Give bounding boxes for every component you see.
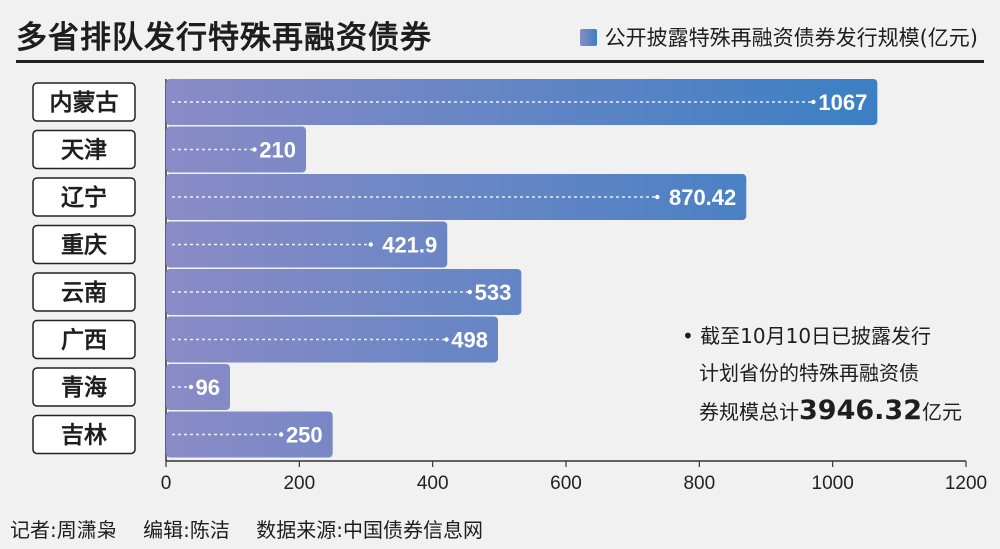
legend: 公开披露特殊再融资债券发行规模(亿元) xyxy=(579,22,978,52)
x-tick-label: 800 xyxy=(683,473,715,494)
value-label: 96 xyxy=(196,375,220,400)
x-tick-label: 600 xyxy=(550,473,582,494)
note-total: 3946.32 xyxy=(799,395,922,426)
category-label: 天津 xyxy=(61,137,107,164)
value-label: 421.9 xyxy=(382,233,437,258)
value-label: 250 xyxy=(286,423,323,448)
leader-dot xyxy=(188,384,194,390)
category-label-box xyxy=(32,319,136,360)
credit-source: 数据来源:中国债券信息网 xyxy=(256,518,483,542)
category-label-box xyxy=(32,414,136,455)
summary-note: • 截至10月10日已披露发行 计划省份的特殊再融资债 券规模总计3946.32… xyxy=(682,318,982,431)
category-label: 辽宁 xyxy=(61,184,107,211)
note-unit: 亿元 xyxy=(921,400,962,424)
note-line-1: 截至10月10日已披露发行 xyxy=(700,324,932,348)
bar xyxy=(166,269,522,315)
leader-dot xyxy=(655,194,660,200)
note-line-3: 券规模总计 xyxy=(699,400,799,424)
x-tick-label: 200 xyxy=(283,473,315,494)
value-label: 533 xyxy=(475,280,512,305)
category-label: 内蒙古 xyxy=(50,90,119,116)
x-tick-label: 1200 xyxy=(945,473,987,494)
leader-dot xyxy=(444,337,449,342)
bar xyxy=(166,126,306,173)
value-label: 1067 xyxy=(818,90,867,115)
value-label: 498 xyxy=(451,328,488,353)
title-rule xyxy=(16,60,984,63)
leader-dot xyxy=(252,147,257,152)
leader-dot xyxy=(467,289,473,295)
category-label: 青海 xyxy=(61,374,107,401)
category-label: 吉林 xyxy=(61,422,107,449)
leader-dot xyxy=(811,99,816,105)
legend-label: 公开披露特殊再融资债券发行规模(亿元) xyxy=(604,26,978,50)
value-label: 210 xyxy=(259,138,296,163)
credit-reporter: 记者:周潇枭 xyxy=(10,518,117,542)
chart-title: 多省排队发行特殊再融资债券 xyxy=(16,20,432,56)
x-tick-label: 400 xyxy=(417,473,449,494)
category-label-box xyxy=(32,129,136,170)
category-label-box xyxy=(32,272,136,312)
category-label-box xyxy=(32,177,136,217)
leader-dot xyxy=(278,432,284,437)
credit-editor: 编辑:陈洁 xyxy=(143,518,230,542)
category-label: 重庆 xyxy=(61,232,107,259)
leader-dot xyxy=(368,242,373,247)
category-label-box xyxy=(32,82,136,122)
category-label-box xyxy=(32,224,136,265)
note-bullet: • xyxy=(682,324,694,348)
bar xyxy=(166,411,333,458)
note-line-2: 计划省份的特殊再融资债 xyxy=(699,361,919,385)
category-label: 云南 xyxy=(61,280,107,306)
category-label-box xyxy=(32,367,136,407)
bar xyxy=(166,364,230,410)
bar xyxy=(166,316,498,363)
value-label: 870.42 xyxy=(669,185,736,210)
x-tick-label: 1000 xyxy=(812,473,854,494)
legend-swatch xyxy=(579,28,597,46)
category-label: 广西 xyxy=(61,327,107,354)
x-tick-label: 0 xyxy=(161,473,172,494)
credits: 记者:周潇枭 编辑:陈洁 数据来源:中国债券信息网 xyxy=(10,514,503,543)
